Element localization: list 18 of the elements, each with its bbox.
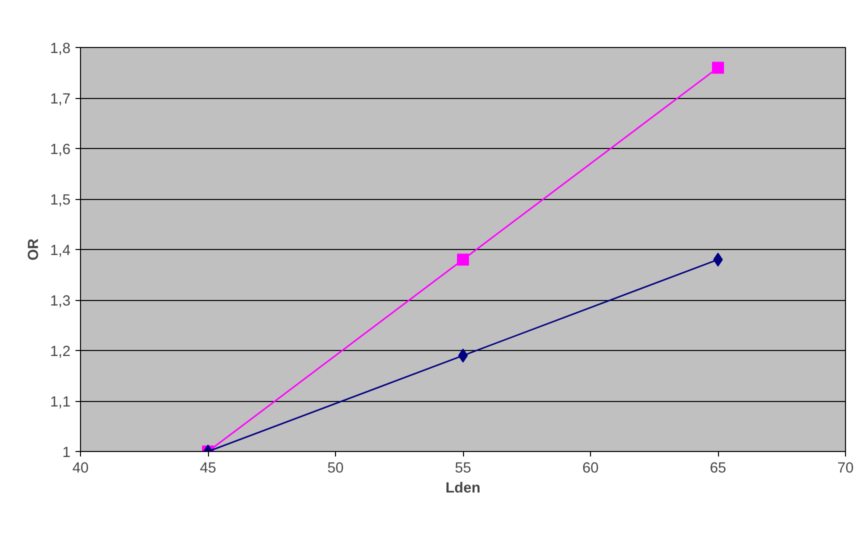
y-tick-label: 1,6 bbox=[50, 142, 70, 158]
x-tick-label: 65 bbox=[710, 460, 726, 476]
y-tick-label: 1,1 bbox=[50, 394, 70, 410]
y-axis-title: OR bbox=[26, 238, 42, 260]
x-tick-label: 40 bbox=[72, 460, 89, 476]
x-tick-label: 60 bbox=[582, 460, 599, 476]
y-tick-label: 1,8 bbox=[50, 41, 70, 57]
x-axis-title: Lden bbox=[445, 480, 481, 496]
x-tick-label: 70 bbox=[837, 460, 854, 476]
y-tick-label: 1,7 bbox=[50, 92, 70, 108]
y-tick-label: 1 bbox=[62, 445, 71, 461]
y-tick-label: 1,3 bbox=[50, 294, 70, 310]
x-tick-label: 55 bbox=[454, 460, 472, 476]
x-tick-label: 50 bbox=[327, 460, 344, 476]
y-tick-label: 1,5 bbox=[50, 192, 70, 208]
x-tick-label: 45 bbox=[200, 460, 216, 476]
y-tick-label: 1,2 bbox=[50, 344, 70, 360]
y-tick-label: 1,4 bbox=[50, 243, 70, 259]
